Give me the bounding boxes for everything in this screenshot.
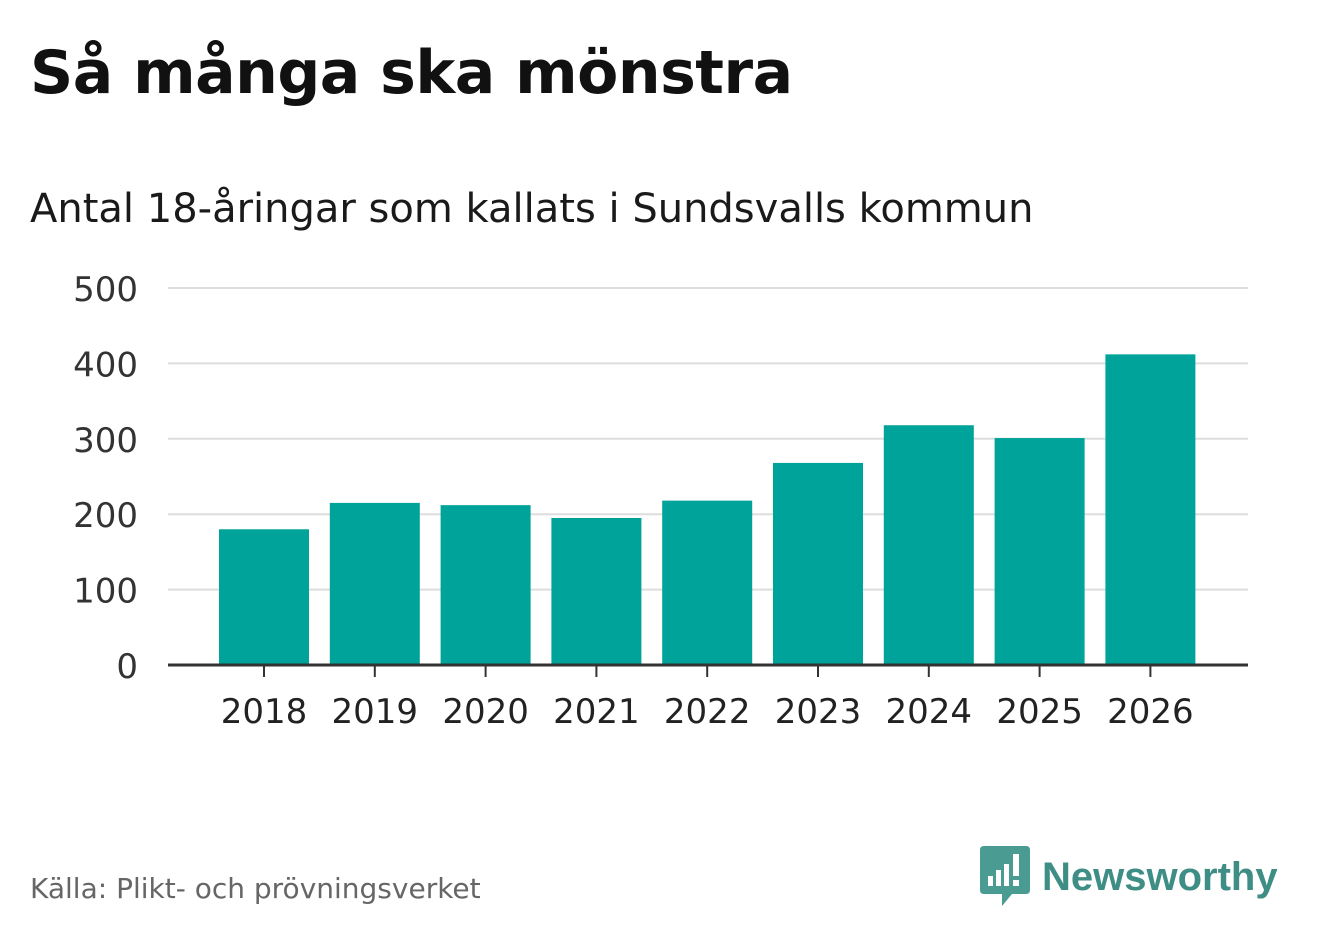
y-tick-label: 100 [73,572,138,612]
brand-logo[interactable]: Newsworthy [980,846,1278,908]
x-tick-label: 2018 [221,692,308,732]
x-tick-label: 2020 [442,692,529,732]
x-tick-label: 2021 [553,692,640,732]
bar-2020 [440,505,531,665]
bar-2026 [1105,354,1196,665]
newsworthy-logo-icon [980,846,1030,906]
chart-subtitle: Antal 18-åringar som kallats i Sundsvall… [30,186,1034,232]
axes: 0 100 200 300 400 500 2018 2019 2020 2021 2022 2023… [73,270,1248,732]
bar-chart: 0 100 200 300 400 500 2018 2019 2020 2021 2022 2023… [73,270,1248,732]
x-tick-label: 2024 [886,692,973,732]
bar-2019 [329,502,420,665]
bar-2022 [662,500,753,665]
y-tick-label: 0 [116,647,138,687]
bar-2018 [219,529,309,665]
y-tick-label: 200 [73,496,138,536]
x-tick-label: 2025 [996,692,1083,732]
bar-2021 [551,517,642,665]
bar-2024 [883,425,974,665]
y-tick-label: 300 [73,421,138,461]
source-note: Källa: Plikt- och prövningsverket [30,872,481,905]
bar-2025 [994,438,1085,665]
y-tick-label: 500 [73,270,138,310]
bars [219,354,1196,665]
x-tick-label: 2019 [332,692,419,732]
chart-title: Så många ska mönstra [30,38,793,108]
bar-2023 [773,462,863,665]
y-tick-label: 400 [73,345,138,385]
brand-name: Newsworthy [1042,854,1278,899]
x-tick-label: 2022 [664,692,751,732]
x-tick-label: 2023 [775,692,862,732]
x-tick-label: 2026 [1107,692,1194,732]
